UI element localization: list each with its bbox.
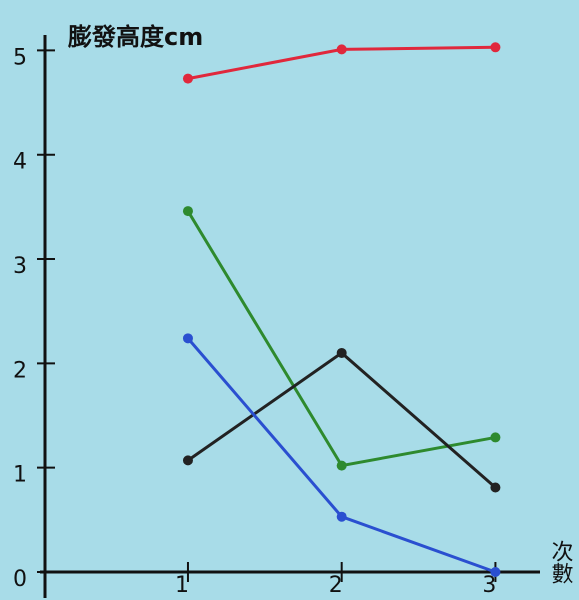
y-tick-label: 1 [13,463,27,488]
data-point [183,206,193,216]
y-tick-label: 3 [13,254,27,279]
data-point [490,432,500,442]
y-tick-label: 0 [13,567,27,592]
data-point [183,455,193,465]
x-axis-label: 次數 [548,540,574,584]
background [0,0,579,600]
data-point [337,44,347,54]
y-tick-label: 5 [13,45,27,70]
data-point [183,333,193,343]
chart-title: 膨發高度cm [67,23,203,51]
data-point [490,42,500,52]
y-tick-label: 4 [13,150,27,175]
data-point [183,74,193,84]
chart: 膨發高度cm 次數 012345123 [0,0,579,600]
data-point [337,461,347,471]
y-tick-label: 2 [13,358,27,383]
x-tick-label: 1 [175,573,189,598]
data-point [337,348,347,358]
data-point [490,567,500,577]
data-point [337,512,347,522]
x-tick-label: 2 [329,573,343,598]
data-point [490,483,500,493]
